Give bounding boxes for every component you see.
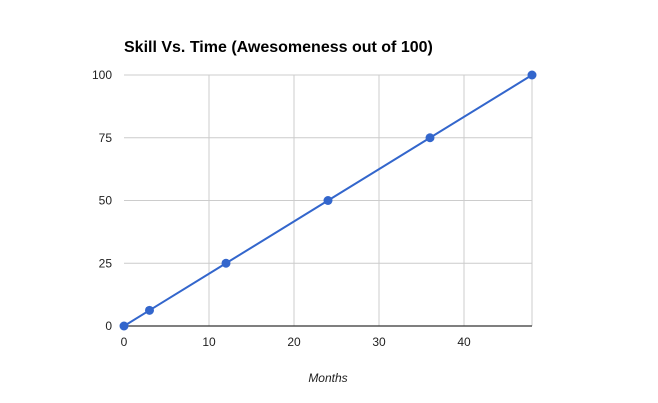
chart-title: Skill Vs. Time (Awesomeness out of 100): [124, 39, 433, 56]
y-tick-label: 100: [92, 68, 112, 82]
x-axis-label: Months: [308, 371, 347, 385]
data-point[interactable]: [221, 258, 231, 268]
data-point[interactable]: [145, 305, 154, 315]
y-tick-label: 75: [99, 131, 113, 145]
data-point[interactable]: [323, 196, 333, 205]
y-tick-label: 50: [99, 194, 113, 208]
x-tick-label: 30: [372, 335, 386, 349]
y-tick-label: 0: [105, 319, 112, 333]
grid-lines: [124, 74, 533, 326]
tick-labels: 0 25 50 75 100 0 10 20 30 40: [92, 68, 471, 349]
x-tick-label: 10: [202, 335, 216, 349]
data-point[interactable]: [119, 321, 129, 331]
data-point[interactable]: [527, 70, 537, 80]
x-tick-label: 0: [121, 335, 128, 349]
y-tick-label: 25: [99, 256, 113, 270]
x-tick-label: 20: [287, 335, 301, 349]
series-line: [123, 74, 533, 327]
data-point[interactable]: [425, 133, 435, 143]
x-tick-label: 40: [457, 335, 471, 349]
series-layer: [119, 70, 537, 331]
